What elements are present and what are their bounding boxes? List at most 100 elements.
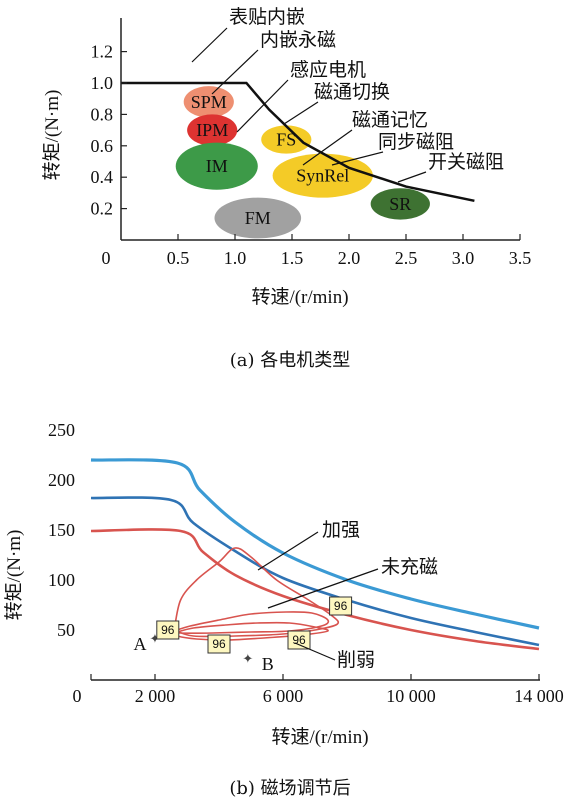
region-ipm — [187, 114, 238, 146]
region-label-fs: FS — [276, 130, 296, 150]
x-tick-label: 2.0 — [338, 248, 361, 268]
badge-frame — [329, 596, 353, 616]
panel-b: 0 2 000 6 000 10 000 14 000 50 100 150 200 250 ✦… — [3, 420, 564, 799]
leader-ipm — [211, 49, 259, 95]
annotation-unmagnetized: 未充磁 — [381, 556, 438, 578]
x-tick-label: 2 000 — [135, 686, 176, 706]
x-tick-label: 1.5 — [281, 248, 304, 268]
badge-frame — [287, 630, 311, 650]
region-im — [175, 142, 258, 190]
x-tick-label: 3.5 — [509, 248, 532, 268]
y-tick-label: 100 — [48, 570, 75, 590]
region-group — [175, 86, 430, 239]
y-tick-label: 0.4 — [91, 167, 114, 187]
region-label-spm: SPM — [191, 92, 227, 112]
annotation-flux-memory: 磁通记忆 — [352, 109, 428, 131]
region-sr — [370, 188, 430, 220]
badge-text: 96 — [161, 623, 175, 637]
badge-96: 96 — [207, 634, 231, 654]
y-tick-label: 250 — [48, 420, 75, 440]
series-line-2 — [90, 528, 540, 651]
point-group: ✦A✦ B — [134, 631, 274, 674]
annotation-fs: 磁通切换 — [314, 81, 390, 103]
x-tick-label: 6 000 — [263, 686, 304, 706]
annotation-ipm: 内嵌永磁 — [260, 29, 336, 51]
loop-unmagnetized — [171, 611, 330, 634]
x-axis-label: 转速/(r/min) — [251, 286, 348, 308]
annotation-synrel: 同步磁阻 — [378, 131, 454, 153]
badge-96: 96 — [329, 596, 353, 616]
annotation-spm: 表贴内嵌 — [229, 6, 305, 28]
x-tick-label: 0 — [73, 686, 82, 706]
point-label-a: A — [134, 634, 147, 654]
annotation-leaders-b — [257, 531, 379, 661]
badge-group: 96 96 96 96 — [156, 596, 353, 654]
leader-strengthen — [257, 531, 319, 571]
x-tick-label: 0.5 — [167, 248, 190, 268]
loop-weaken — [172, 621, 329, 641]
x-tick-group: 0 2 000 6 000 10 000 14 000 — [73, 674, 564, 706]
loop-strengthen — [173, 547, 340, 638]
x-tick-label: 0 — [102, 248, 111, 268]
panel-a: 0 0.5 1.0 1.5 2.0 2.5 3.0 3.5 0.2 0.4 0.6 0.8 1.0 1.… — [41, 6, 531, 371]
y-axis-label: 转矩/(N·m) — [3, 530, 25, 621]
leader-unmagnetized — [267, 568, 379, 609]
region-label-synrel: SynRel — [296, 166, 349, 186]
badge-text: 96 — [334, 599, 348, 613]
leader-weaken — [294, 642, 336, 661]
y-tick-label: 0.8 — [91, 104, 114, 124]
region-spm — [183, 86, 234, 118]
point-marker-a: ✦ — [150, 631, 161, 646]
region-label-im: IM — [206, 156, 228, 176]
region-label-sr: SR — [389, 194, 411, 214]
x-tick-label: 3.0 — [452, 248, 475, 268]
leader-sr — [397, 171, 427, 183]
annotation-weaken: 削弱 — [337, 649, 375, 671]
y-tick-label: 50 — [57, 620, 75, 640]
x-tick-label: 14 000 — [514, 686, 564, 706]
annotation-im: 感应电机 — [290, 59, 366, 81]
series-line-1 — [90, 496, 540, 647]
x-axis-label: 转速/(r/min) — [271, 726, 368, 748]
x-tick-group: 0 0.5 1.0 1.5 2.0 2.5 3.0 3.5 — [102, 234, 532, 268]
point-marker-b: ✦ — [242, 651, 253, 666]
y-tick-label: 0.6 — [91, 136, 114, 156]
x-tick-label: 10 000 — [386, 686, 436, 706]
series-group — [90, 458, 540, 651]
badge-96: 96 — [156, 620, 180, 640]
annotation-sr: 开关磁阻 — [428, 151, 504, 173]
badge-text: 96 — [212, 637, 226, 651]
loop-group — [171, 547, 340, 641]
region-label-group: SPM IPM FS IM SynRel SR FM — [191, 92, 412, 228]
y-tick-group: 0.2 0.4 0.6 0.8 1.0 1.2 — [91, 42, 127, 219]
y-tick-group: 50 100 150 200 250 — [48, 420, 75, 640]
region-fs — [261, 125, 312, 154]
badge-frame — [156, 620, 180, 640]
y-tick-label: 1.2 — [91, 42, 114, 62]
panel-a-caption: (a) 各电机类型 — [230, 350, 351, 371]
point-label-b: B — [262, 654, 274, 674]
region-label-fm: FM — [245, 208, 271, 228]
x-tick-label: 1.0 — [224, 248, 247, 268]
series-line-0 — [90, 458, 540, 630]
leader-fs — [283, 101, 319, 125]
region-synrel — [272, 153, 373, 198]
badge-frame — [207, 634, 231, 654]
leader-synrel-2 — [331, 151, 384, 166]
y-tick-label: 1.0 — [91, 73, 114, 93]
leader-im — [236, 79, 289, 133]
y-tick-label: 200 — [48, 470, 75, 490]
annotation-leaders — [191, 27, 427, 183]
panel-b-caption: (b) 磁场调节后 — [229, 778, 350, 799]
annotation-strengthen: 加强 — [322, 519, 360, 541]
region-label-ipm: IPM — [196, 120, 228, 140]
y-tick-label: 150 — [48, 520, 75, 540]
y-axis-label: 转矩/(N·m) — [41, 90, 63, 181]
region-fm — [214, 197, 302, 239]
x-tick-label: 2.5 — [395, 248, 418, 268]
leader-spm — [191, 27, 228, 63]
badge-96: 96 — [287, 630, 311, 650]
y-tick-label: 0.2 — [91, 199, 114, 219]
torque-speed-envelope — [121, 81, 475, 203]
